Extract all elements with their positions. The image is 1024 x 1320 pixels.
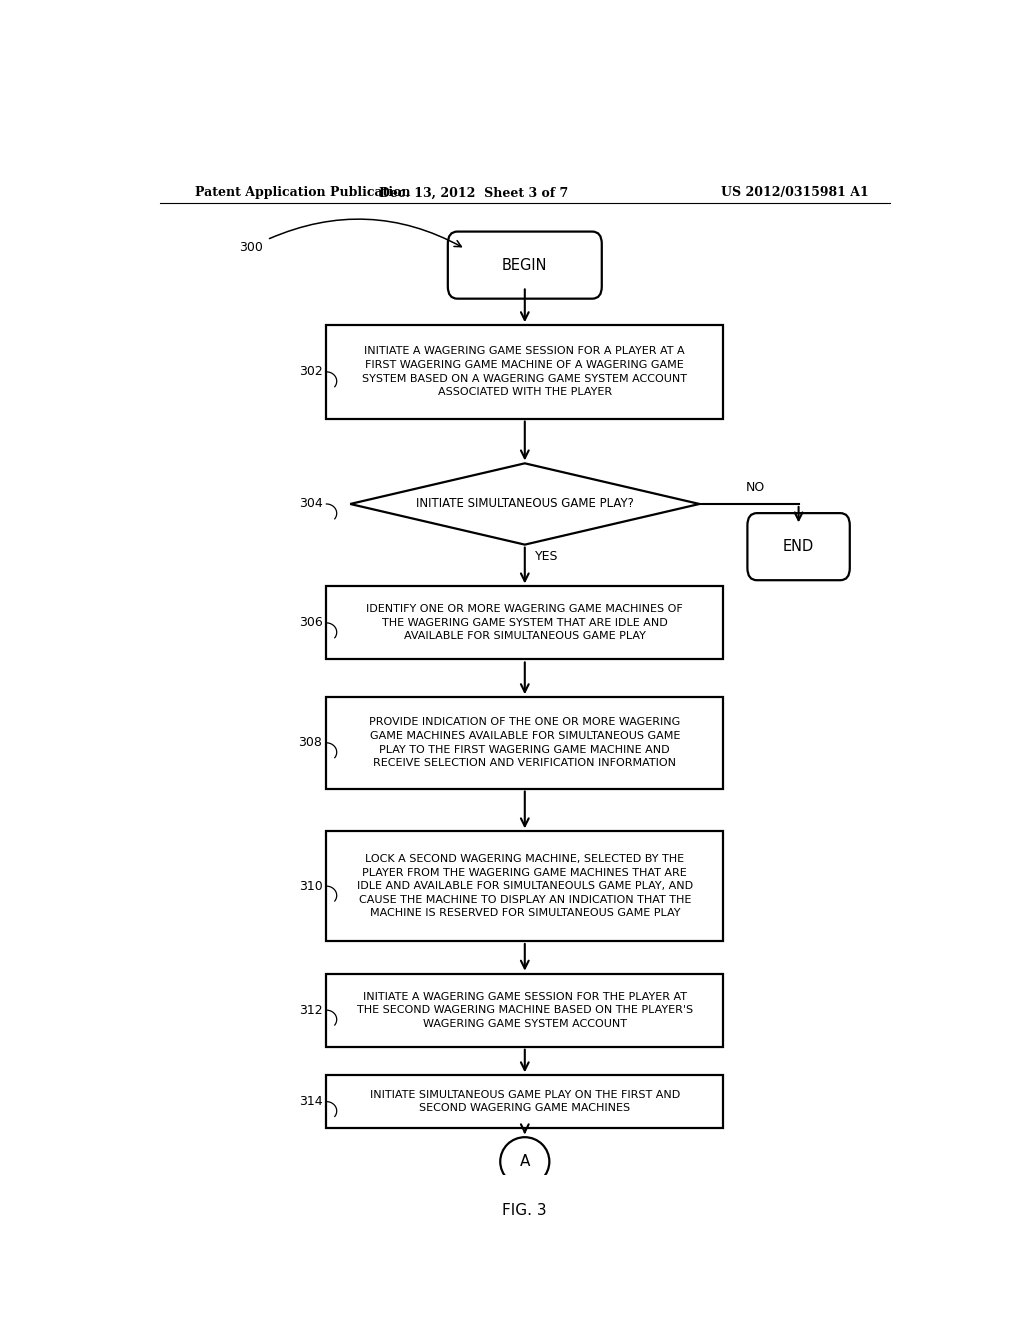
Bar xyxy=(327,974,723,1047)
Text: 304: 304 xyxy=(299,498,323,511)
Text: INITIATE SIMULTANEOUS GAME PLAY?: INITIATE SIMULTANEOUS GAME PLAY? xyxy=(416,498,634,511)
Text: US 2012/0315981 A1: US 2012/0315981 A1 xyxy=(721,186,868,199)
Text: A: A xyxy=(519,1154,530,1170)
Bar xyxy=(327,832,723,941)
Text: 302: 302 xyxy=(299,366,323,379)
Text: 314: 314 xyxy=(299,1096,323,1107)
Polygon shape xyxy=(350,463,699,545)
Text: END: END xyxy=(783,539,814,554)
Text: INITIATE A WAGERING GAME SESSION FOR A PLAYER AT A
FIRST WAGERING GAME MACHINE O: INITIATE A WAGERING GAME SESSION FOR A P… xyxy=(362,346,687,397)
Bar xyxy=(327,586,723,660)
Text: 306: 306 xyxy=(299,616,323,630)
Text: 310: 310 xyxy=(299,879,323,892)
FancyBboxPatch shape xyxy=(447,231,602,298)
Text: IDENTIFY ONE OR MORE WAGERING GAME MACHINES OF
THE WAGERING GAME SYSTEM THAT ARE: IDENTIFY ONE OR MORE WAGERING GAME MACHI… xyxy=(367,605,683,642)
Text: LOCK A SECOND WAGERING MACHINE, SELECTED BY THE
PLAYER FROM THE WAGERING GAME MA: LOCK A SECOND WAGERING MACHINE, SELECTED… xyxy=(356,854,693,919)
Text: 308: 308 xyxy=(299,737,323,750)
Text: PROVIDE INDICATION OF THE ONE OR MORE WAGERING
GAME MACHINES AVAILABLE FOR SIMUL: PROVIDE INDICATION OF THE ONE OR MORE WA… xyxy=(370,718,680,768)
Text: 300: 300 xyxy=(239,242,263,255)
Text: INITIATE SIMULTANEOUS GAME PLAY ON THE FIRST AND
SECOND WAGERING GAME MACHINES: INITIATE SIMULTANEOUS GAME PLAY ON THE F… xyxy=(370,1090,680,1113)
Bar xyxy=(327,325,723,418)
FancyBboxPatch shape xyxy=(748,513,850,581)
Text: NO: NO xyxy=(745,480,765,494)
Text: YES: YES xyxy=(536,549,559,562)
Text: INITIATE A WAGERING GAME SESSION FOR THE PLAYER AT
THE SECOND WAGERING MACHINE B: INITIATE A WAGERING GAME SESSION FOR THE… xyxy=(356,991,693,1028)
Ellipse shape xyxy=(501,1138,549,1185)
Text: FIG. 3: FIG. 3 xyxy=(503,1204,547,1218)
Bar xyxy=(327,697,723,788)
Text: 312: 312 xyxy=(299,1003,323,1016)
Text: Patent Application Publication: Patent Application Publication xyxy=(196,186,411,199)
Bar xyxy=(327,1076,723,1129)
Text: BEGIN: BEGIN xyxy=(502,257,548,273)
Text: Dec. 13, 2012  Sheet 3 of 7: Dec. 13, 2012 Sheet 3 of 7 xyxy=(379,186,568,199)
